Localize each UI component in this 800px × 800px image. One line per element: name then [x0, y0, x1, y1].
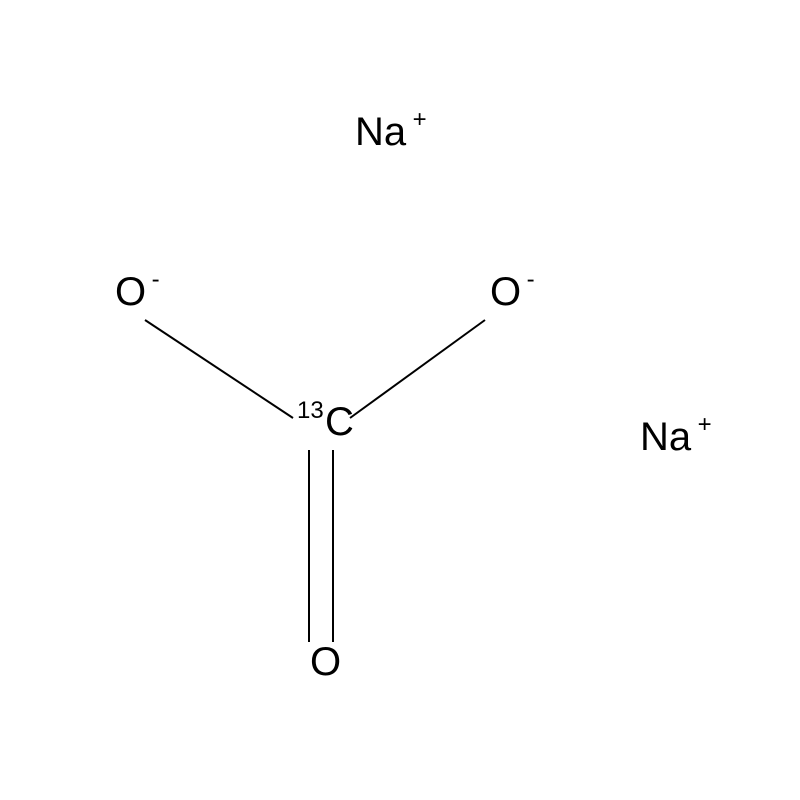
- atom-o-bottom-symbol: O: [310, 640, 341, 684]
- atom-o-right: O -: [490, 266, 535, 314]
- atom-na-right-charge: +: [698, 411, 712, 438]
- atom-o-left: O -: [115, 266, 160, 314]
- atom-o-left-charge: -: [152, 266, 160, 293]
- atom-o-right-charge: -: [527, 266, 535, 293]
- chemical-structure-diagram: Na + Na + O - O - 13 C O: [0, 0, 800, 800]
- atom-c-center-isotope: 13: [297, 397, 324, 424]
- atom-na-right-symbol: Na: [640, 415, 692, 459]
- atom-c-center-symbol: C: [325, 400, 354, 444]
- atom-na-right: Na +: [640, 411, 712, 459]
- atom-na-top: Na +: [355, 106, 427, 154]
- atom-o-bottom: O: [310, 640, 341, 684]
- atom-na-top-charge: +: [413, 106, 427, 133]
- atom-o-right-symbol: O: [490, 270, 521, 314]
- atom-o-left-symbol: O: [115, 270, 146, 314]
- atom-na-top-symbol: Na: [355, 110, 407, 154]
- bond-single-left: [145, 320, 293, 418]
- bond-single-right: [350, 320, 485, 418]
- atom-c-center: 13 C: [297, 397, 354, 444]
